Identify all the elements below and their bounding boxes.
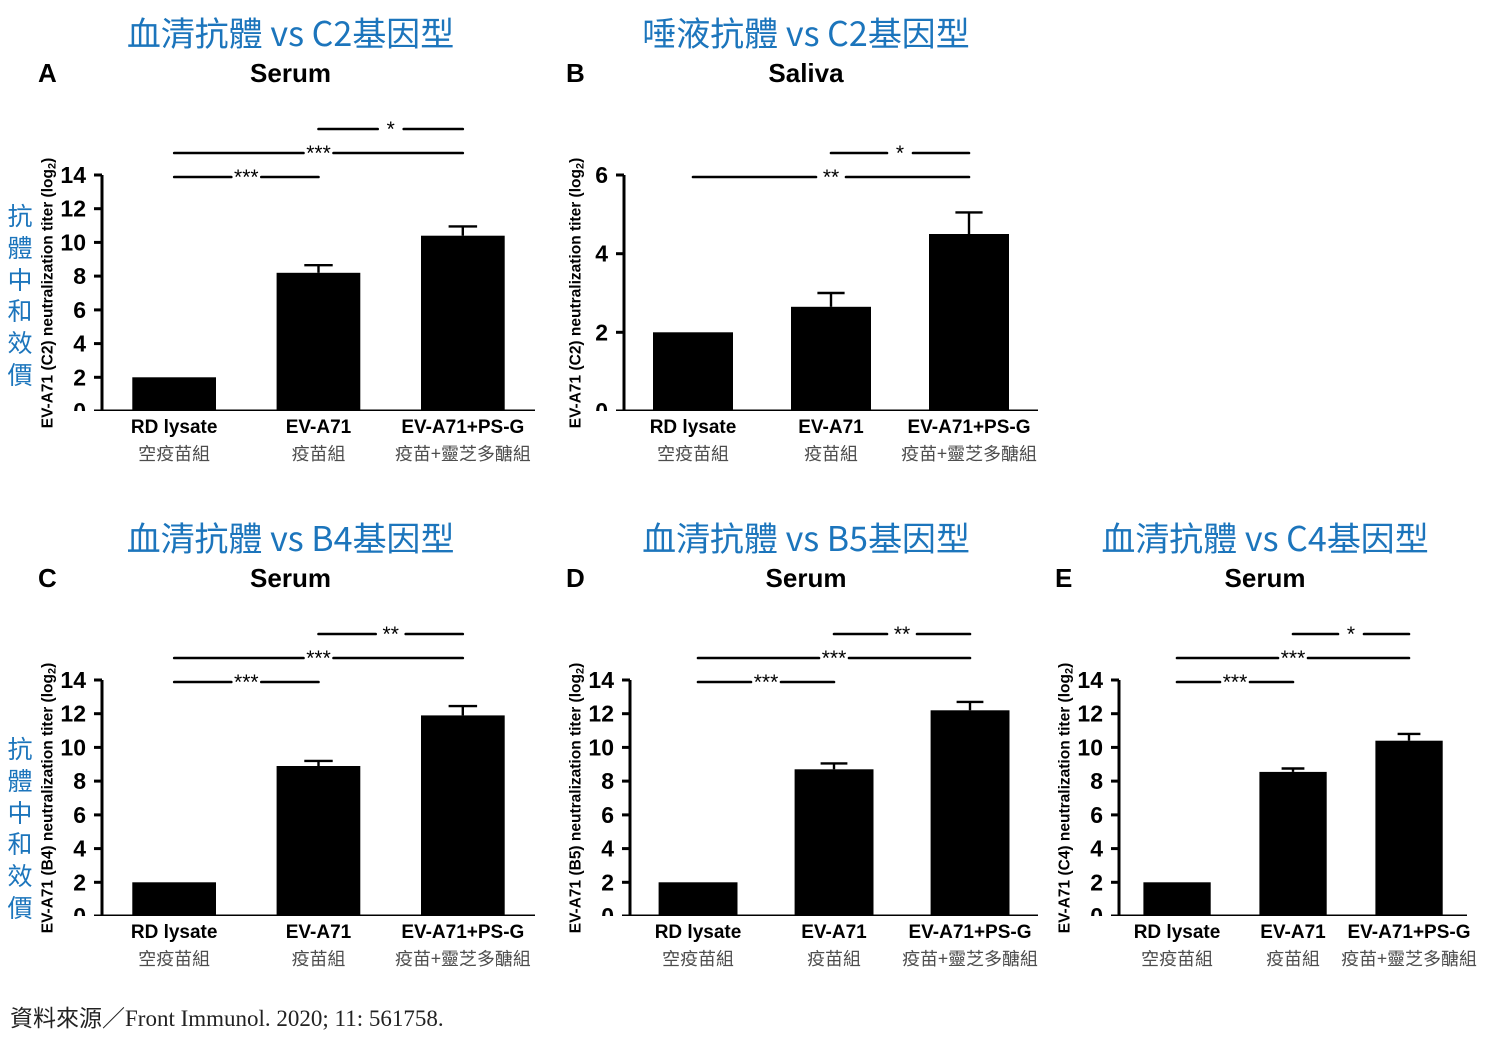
svg-text:4: 4 bbox=[595, 241, 608, 267]
svg-text:0: 0 bbox=[601, 903, 614, 916]
svg-text:6: 6 bbox=[595, 162, 608, 188]
svg-text:4: 4 bbox=[73, 331, 86, 357]
svg-text:***: *** bbox=[822, 647, 847, 670]
svg-text:6: 6 bbox=[73, 802, 86, 828]
svg-text:12: 12 bbox=[588, 701, 614, 727]
svg-text:4: 4 bbox=[73, 836, 86, 862]
svg-text:12: 12 bbox=[60, 196, 86, 222]
svg-text:*: * bbox=[896, 142, 904, 165]
svg-text:6: 6 bbox=[601, 802, 614, 828]
svg-text:8: 8 bbox=[73, 768, 86, 794]
svg-text:2: 2 bbox=[601, 869, 614, 895]
svg-text:8: 8 bbox=[1090, 768, 1103, 794]
svg-text:0: 0 bbox=[1090, 903, 1103, 916]
svg-text:6: 6 bbox=[1090, 802, 1103, 828]
svg-text:2: 2 bbox=[73, 364, 86, 390]
svg-text:10: 10 bbox=[588, 734, 614, 760]
svg-text:***: *** bbox=[1281, 647, 1306, 670]
svg-text:14: 14 bbox=[1077, 667, 1103, 693]
svg-text:10: 10 bbox=[1077, 734, 1103, 760]
svg-text:0: 0 bbox=[73, 903, 86, 916]
svg-text:0: 0 bbox=[73, 398, 86, 411]
svg-text:***: *** bbox=[1223, 671, 1248, 694]
svg-text:6: 6 bbox=[73, 297, 86, 323]
svg-text:14: 14 bbox=[588, 667, 614, 693]
svg-text:12: 12 bbox=[1077, 701, 1103, 727]
svg-text:***: *** bbox=[306, 142, 331, 165]
svg-text:**: ** bbox=[823, 166, 839, 189]
svg-text:2: 2 bbox=[1090, 869, 1103, 895]
svg-text:8: 8 bbox=[601, 768, 614, 794]
svg-text:**: ** bbox=[383, 623, 399, 646]
svg-text:12: 12 bbox=[60, 701, 86, 727]
svg-text:8: 8 bbox=[73, 263, 86, 289]
svg-text:**: ** bbox=[894, 623, 910, 646]
svg-text:2: 2 bbox=[595, 319, 608, 345]
svg-text:14: 14 bbox=[60, 162, 86, 188]
svg-text:*: * bbox=[1347, 623, 1355, 646]
svg-text:***: *** bbox=[234, 166, 259, 189]
svg-text:***: *** bbox=[754, 671, 779, 694]
svg-text:4: 4 bbox=[601, 836, 614, 862]
svg-text:14: 14 bbox=[60, 667, 86, 693]
svg-text:10: 10 bbox=[60, 229, 86, 255]
svg-text:***: *** bbox=[306, 647, 331, 670]
svg-text:*: * bbox=[387, 118, 395, 141]
svg-text:10: 10 bbox=[60, 734, 86, 760]
svg-text:4: 4 bbox=[1090, 836, 1103, 862]
svg-text:0: 0 bbox=[595, 398, 608, 411]
svg-text:***: *** bbox=[234, 671, 259, 694]
svg-text:2: 2 bbox=[73, 869, 86, 895]
